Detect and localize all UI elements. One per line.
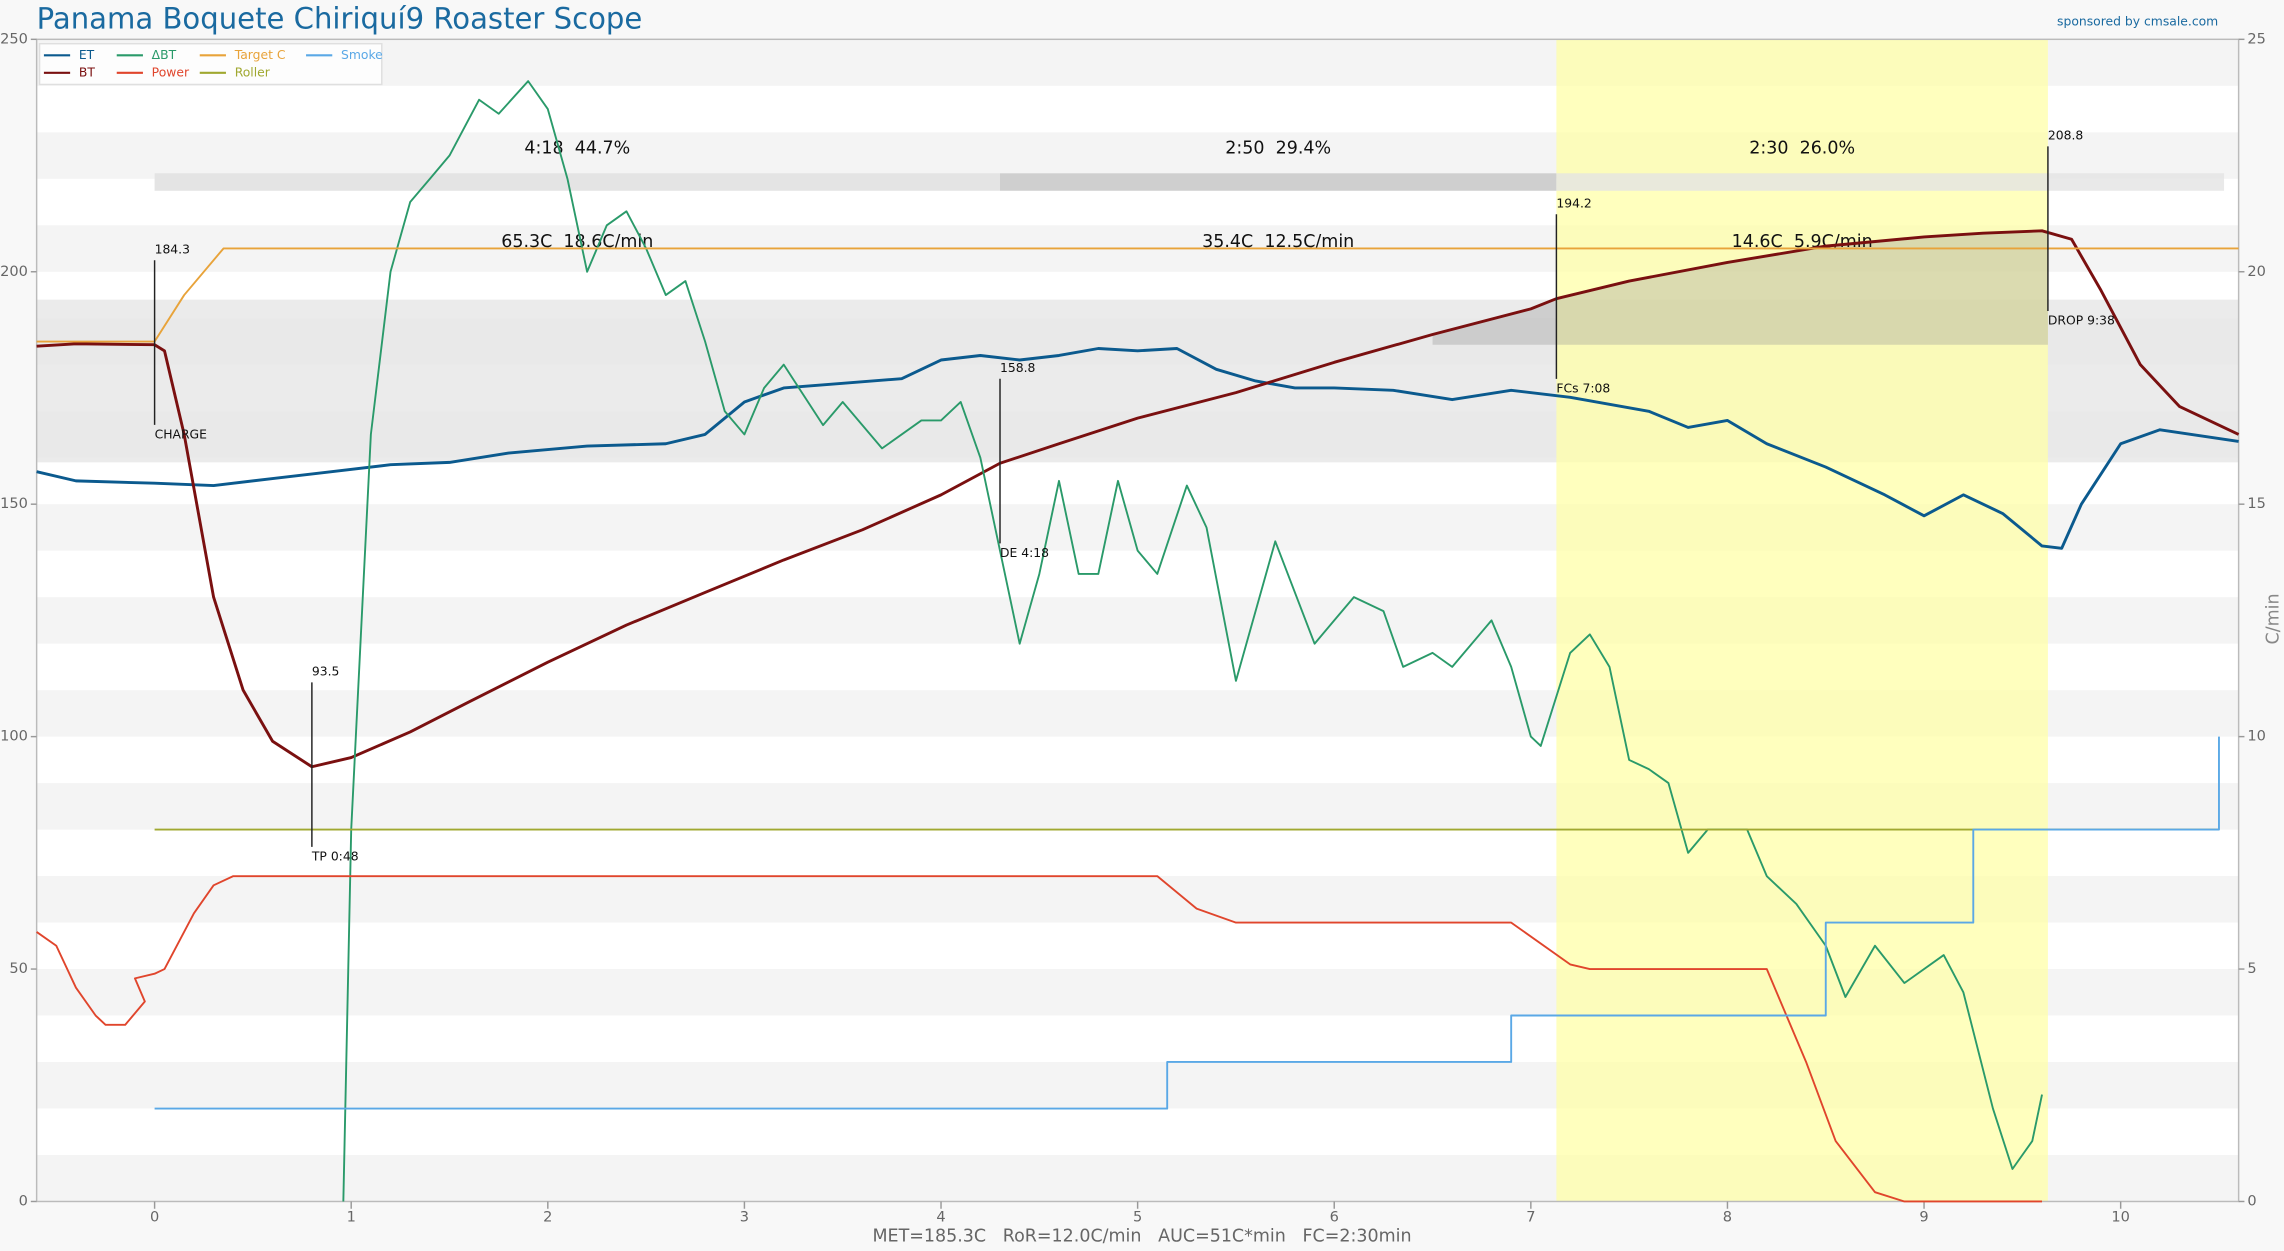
y2-tick-label: 20 xyxy=(2247,263,2266,280)
legend-label: ET xyxy=(79,48,95,62)
x-tick-label: 2 xyxy=(543,1209,552,1226)
x-tick-label: 1 xyxy=(347,1209,356,1226)
legend: ET BT ΔBT Power Target C Roller Smoke xyxy=(38,42,383,86)
series-line xyxy=(154,736,2220,1110)
series-line xyxy=(36,247,2239,343)
legend-label: BT xyxy=(79,65,95,79)
phase-delta: 14.6C 5.9C/min xyxy=(1732,232,1873,252)
y-tick-label: 50 xyxy=(9,960,28,977)
legend-label: Target C xyxy=(234,48,286,62)
x-tick-label: 5 xyxy=(1133,1209,1142,1226)
x-tick-label: 10 xyxy=(2111,1209,2130,1226)
phase-bar xyxy=(154,173,1001,191)
y2-tick-label: 25 xyxy=(2247,30,2266,47)
event-value: 158.8 xyxy=(1000,361,1036,375)
y2-tick-label: 10 xyxy=(2247,728,2266,745)
legend-label: Roller xyxy=(235,65,271,79)
x-tick-label: 3 xyxy=(740,1209,749,1226)
event-label: DROP 9:38 xyxy=(2048,314,2115,328)
development-band xyxy=(1556,39,2048,1202)
phase-time: 4:18 44.7% xyxy=(524,139,630,159)
y-tick-label: 0 xyxy=(19,1192,28,1209)
series-line xyxy=(36,875,2043,1203)
x-tick-label: 9 xyxy=(1919,1209,1928,1226)
plot-area xyxy=(36,39,2239,1202)
phase-delta: 65.3C 18.6C/min xyxy=(501,232,653,252)
legend-label: ΔBT xyxy=(152,48,177,62)
phase-time: 2:50 29.4% xyxy=(1225,139,1331,159)
event-label: TP 0:48 xyxy=(311,850,359,864)
y2-tick-label: 15 xyxy=(2247,495,2266,512)
series-line xyxy=(36,347,2239,550)
y-tick-label: 200 xyxy=(0,263,28,280)
x-tick-label: 0 xyxy=(150,1209,159,1226)
event-value: 93.5 xyxy=(312,665,340,679)
x-tick-label: 7 xyxy=(1526,1209,1535,1226)
phase-bar xyxy=(1000,173,1557,191)
event-value: 194.2 xyxy=(1556,197,1591,211)
y2-tick-label: 0 xyxy=(2247,1192,2256,1209)
event-value: 184.3 xyxy=(155,243,190,257)
y-tick-label: 100 xyxy=(0,728,28,745)
y-tick-label: 250 xyxy=(0,30,28,47)
phase-delta: 35.4C 12.5C/min xyxy=(1202,232,1354,252)
x-tick-label: 8 xyxy=(1723,1209,1732,1226)
event-label: DE 4:18 xyxy=(1000,546,1049,560)
chart-title: Panama Boquete Chiriquí9 Roaster Scope xyxy=(37,1,643,35)
x-tick-label: 6 xyxy=(1330,1209,1339,1226)
y2-tick-label: 5 xyxy=(2247,960,2256,977)
x-tick-label: 4 xyxy=(936,1209,945,1226)
event-label: CHARGE xyxy=(155,428,208,442)
y-tick-label: 150 xyxy=(0,495,28,512)
sponsor: sponsored by cmsale.com xyxy=(2057,14,2218,28)
phase-time: 2:30 26.0% xyxy=(1749,139,1855,159)
phase-bar xyxy=(1556,173,2225,191)
event-value: 208.8 xyxy=(2048,129,2084,143)
event-label: FCs 7:08 xyxy=(1556,382,1610,396)
footer: MET=185.3C RoR=12.0C/min AUC=51C*min FC=… xyxy=(872,1226,1411,1246)
legend-label: Power xyxy=(152,65,190,79)
legend-label: Smoke xyxy=(341,48,383,62)
y2-axis-label: C/min xyxy=(2264,593,2284,644)
legend-box xyxy=(38,42,383,86)
auc-area xyxy=(1432,230,2048,345)
